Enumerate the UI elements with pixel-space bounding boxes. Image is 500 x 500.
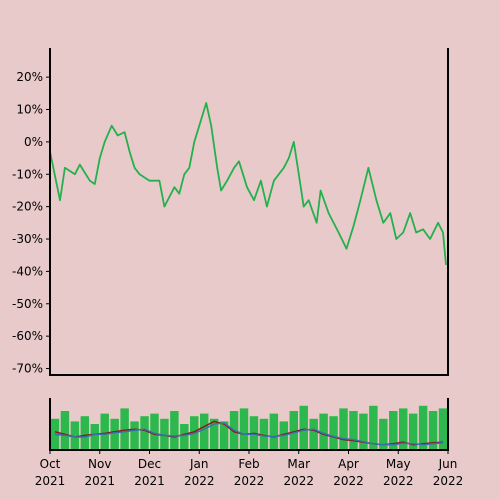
x-tick-label-line: Feb: [238, 457, 259, 471]
volume-bar: [269, 413, 279, 450]
volume-bar: [140, 416, 149, 450]
y-tick-label: -50%: [12, 297, 43, 311]
x-tick-label-line: Mar: [287, 457, 310, 471]
y-tick-label: 10%: [16, 103, 43, 117]
volume-bar: [408, 413, 418, 450]
volume-bar: [379, 418, 388, 450]
x-tick-label-line: 2022: [383, 474, 414, 488]
axis-frame: [49, 48, 449, 376]
volume-bar: [100, 413, 109, 450]
x-tick-label-line: 2022: [333, 474, 364, 488]
volume-bar: [299, 405, 308, 450]
x-tick-label: May 2022: [383, 457, 414, 488]
volume-bar: [349, 411, 358, 450]
volume-bar: [289, 411, 299, 450]
volume-bar: [160, 418, 169, 450]
x-tick-label-line: Jan: [189, 457, 209, 471]
volume-bar: [60, 411, 70, 450]
volume-bar: [309, 418, 318, 450]
x-tick-label-line: 2022: [184, 474, 215, 488]
volume-bar: [339, 408, 348, 450]
x-tick-label-line: 2022: [433, 474, 464, 488]
x-tick-label: Jan 2022: [184, 457, 215, 488]
volume-bar: [319, 413, 328, 450]
volume-bar: [359, 413, 368, 450]
line: [49, 102, 447, 265]
x-tick-label-line: May: [386, 457, 411, 471]
x-tick-label: Feb 2022: [234, 457, 265, 488]
y-tick-label: -40%: [12, 264, 43, 278]
x-tick-label-line: 2021: [35, 474, 66, 488]
x-tick-label: Dec 2021: [134, 457, 165, 488]
x-tick-label: Oct 2021: [35, 457, 66, 488]
y-tick-label: 0%: [24, 135, 43, 149]
average-line: [54, 422, 444, 446]
volume-bar: [130, 421, 139, 450]
x-tick-label-line: Oct: [40, 457, 61, 471]
y-tick-label: -10%: [12, 167, 43, 181]
x-tick-label-line: 2021: [84, 474, 115, 488]
volume-bar: [90, 424, 100, 450]
volume-bar: [438, 408, 448, 450]
volume-bar: [219, 421, 229, 450]
volume-bar: [180, 424, 189, 450]
x-tick-label-line: 2022: [234, 474, 265, 488]
x-tick-label: Jun 2022: [433, 457, 464, 488]
x-tick-label-line: Dec: [138, 457, 161, 471]
volume-bar: [209, 418, 219, 450]
x-tick-label-line: Nov: [88, 457, 111, 471]
volume-bar: [389, 411, 398, 450]
y-tick-label: 20%: [16, 70, 43, 84]
x-tick-label: Nov 2021: [84, 457, 115, 488]
x-tick-label-line: Jun: [438, 457, 458, 471]
x-tick-label-line: Apr: [338, 457, 359, 471]
volume-bar: [369, 405, 378, 450]
volume-bar: [418, 405, 428, 450]
volume-bar: [80, 416, 90, 450]
x-tick-label-line: 2021: [134, 474, 165, 488]
volume-bar: [50, 418, 60, 450]
volume-bar: [428, 411, 438, 450]
y-tick-label: -60%: [12, 329, 43, 343]
y-tick-label: -30%: [12, 232, 43, 246]
x-tick-label: Mar 2022: [283, 457, 314, 488]
volume-bar: [239, 408, 249, 450]
volume-bar: [329, 416, 338, 450]
volume-bar: [120, 408, 129, 450]
volume-bar: [70, 421, 80, 450]
volume-bar: [110, 418, 119, 450]
volume-bar: [398, 408, 408, 450]
axis-frame: [49, 398, 449, 451]
volume-bar: [150, 413, 159, 450]
volume-bar: [170, 411, 179, 450]
volume-bar: [259, 418, 269, 450]
volume-bar: [199, 413, 209, 450]
x-tick-label: Apr 2022: [333, 457, 364, 488]
x-tick-label-line: 2022: [283, 474, 314, 488]
y-tick-label: -70%: [12, 362, 43, 376]
y-tick-label: -20%: [12, 200, 43, 214]
